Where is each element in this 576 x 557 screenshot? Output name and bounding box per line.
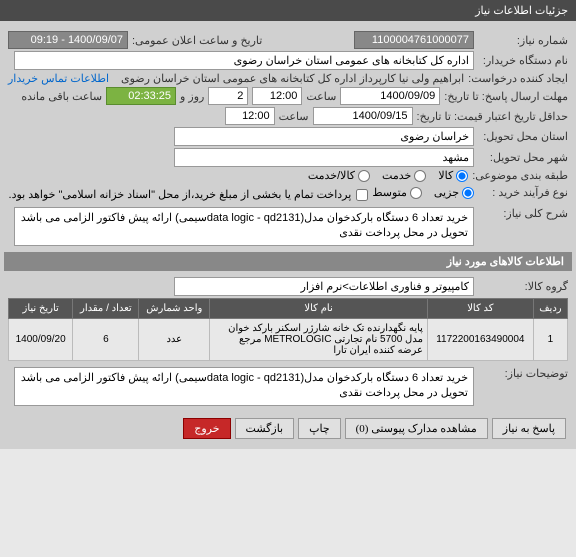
radio-service-input[interactable] <box>414 170 426 182</box>
deadline-date: 1400/09/09 <box>340 87 440 105</box>
td-qty: 6 <box>73 318 139 360</box>
buyer-org: اداره کل کتابخانه های عمومی استان خراسان… <box>14 51 474 70</box>
th-name: نام کالا <box>210 298 428 318</box>
province-label: استان محل تحویل: <box>478 130 568 143</box>
td-code: 1172200163490004 <box>427 318 533 360</box>
desc-text: خرید تعداد 6 دستگاه بارکدخوان مدل(data l… <box>14 367 474 406</box>
goods-section-header: اطلاعات کالاهای مورد نیاز <box>4 252 572 271</box>
td-date: 1400/09/20 <box>9 318 73 360</box>
radio-goods-input[interactable] <box>456 170 468 182</box>
th-qty: تعداد / مقدار <box>73 298 139 318</box>
validity-date: 1400/09/15 <box>313 107 413 125</box>
creator-label: ایجاد کننده درخواست: <box>468 72 568 85</box>
radio-med-input[interactable] <box>410 187 422 199</box>
td-name: پایه نگهدارنده تک خانه شارژر اسکنر بارکد… <box>210 318 428 360</box>
group-value: کامپیوتر و فناوری اطلاعات>نرم افزار <box>174 277 474 296</box>
days-label: روز و <box>180 90 204 103</box>
td-row: 1 <box>533 318 567 360</box>
announce-label: تاریخ و ساعت اعلان عمومی: <box>132 34 262 47</box>
time-label-2: ساعت <box>279 110 309 123</box>
desc-label: توضیحات نیاز: <box>478 367 568 380</box>
th-date: تاریخ نیاز <box>9 298 73 318</box>
table-header-row: ردیف کد کالا نام کالا واحد شمارش تعداد /… <box>9 298 568 318</box>
time-label-1: ساعت <box>306 90 336 103</box>
radio-both[interactable]: کالا/خدمت <box>308 169 370 182</box>
validity-label: حداقل تاریخ اعتبار قیمت: تا تاریخ: <box>417 110 568 123</box>
countdown: 02:33:25 <box>106 87 176 105</box>
respond-button[interactable]: پاسخ به نیاز <box>492 418 566 439</box>
radio-both-input[interactable] <box>358 170 370 182</box>
deadline-time: 12:00 <box>252 87 302 105</box>
need-number: 1100004761000077 <box>354 31 474 49</box>
checkbox-row: پرداخت تمام یا بخشی از مبلغ خرید،از محل … <box>9 188 369 201</box>
radio-goods[interactable]: کالا <box>438 169 468 182</box>
radio-low-input[interactable] <box>462 187 474 199</box>
group-label: گروه کالا: <box>478 280 568 293</box>
exit-button[interactable]: خروج <box>183 418 230 439</box>
city-label: شهر محل تحویل: <box>478 151 568 164</box>
summary-label: شرح کلی نیاز: <box>478 207 568 220</box>
treasury-checkbox[interactable] <box>356 189 368 201</box>
contact-link[interactable]: اطلاعات تماس خریدار <box>8 72 109 85</box>
checkbox-text: پرداخت تمام یا بخشی از مبلغ خرید،از محل … <box>9 188 352 201</box>
summary-text: خرید تعداد 6 دستگاه بارکدخوان مدل(data l… <box>14 207 474 246</box>
back-button[interactable]: بازگشت <box>235 418 295 439</box>
goods-table: ردیف کد کالا نام کالا واحد شمارش تعداد /… <box>8 298 568 361</box>
category-label: طبقه بندی موضوعی: <box>472 169 568 182</box>
footer-buttons: پاسخ به نیاز مشاهده مدارک پیوستی (0) چاپ… <box>4 412 572 445</box>
city: مشهد <box>174 148 474 167</box>
th-row: ردیف <box>533 298 567 318</box>
th-unit: واحد شمارش <box>139 298 210 318</box>
table-row: 1 1172200163490004 پایه نگهدارنده تک خان… <box>9 318 568 360</box>
radio-med[interactable]: متوسط <box>372 186 422 199</box>
attachments-button[interactable]: مشاهده مدارک پیوستی (0) <box>345 418 488 439</box>
td-unit: عدد <box>139 318 210 360</box>
category-radio-group: کالا خدمت کالا/خدمت <box>308 169 468 182</box>
announce-value: 1400/09/07 - 09:19 <box>8 31 128 49</box>
th-code: کد کالا <box>427 298 533 318</box>
radio-low[interactable]: جزیی <box>434 186 474 199</box>
window-title: جزئیات اطلاعات نیاز <box>475 4 568 17</box>
window-header: جزئیات اطلاعات نیاز <box>0 0 576 21</box>
process-label: نوع فرآیند خرید : <box>478 186 568 199</box>
process-radio-group: جزیی متوسط <box>372 186 474 199</box>
radio-service[interactable]: خدمت <box>382 169 426 182</box>
days-count: 2 <box>208 87 248 105</box>
print-button[interactable]: چاپ <box>298 418 341 439</box>
buyer-org-label: نام دستگاه خریدار: <box>478 54 568 67</box>
validity-time: 12:00 <box>225 107 275 125</box>
main-panel: شماره نیاز: 1100004761000077 تاریخ و ساع… <box>0 21 576 449</box>
creator: ابراهیم ولی نیا کارپرداز اداره کل کتابخا… <box>121 72 464 85</box>
deadline-label: مهلت ارسال پاسخ: تا تاریخ: <box>444 90 568 103</box>
need-number-label: شماره نیاز: <box>478 34 568 47</box>
remaining-label: ساعت باقی مانده <box>21 90 102 103</box>
province: خراسان رضوی <box>174 127 474 146</box>
